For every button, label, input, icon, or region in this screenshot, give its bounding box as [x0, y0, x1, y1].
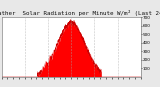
Title: Milwaukee Weather  Solar Radiation per Minute W/m² (Last 24 Hours): Milwaukee Weather Solar Radiation per Mi…	[0, 10, 160, 16]
